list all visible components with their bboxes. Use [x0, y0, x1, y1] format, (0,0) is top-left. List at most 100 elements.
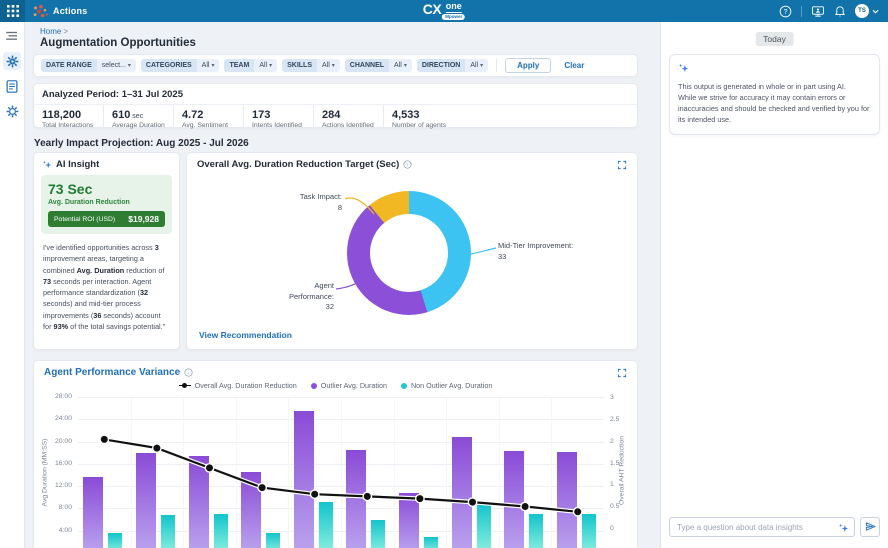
- stat-3: 173Intents Identified: [244, 105, 314, 129]
- ai-insight-title: AI Insight: [56, 159, 99, 170]
- divider: [801, 6, 802, 17]
- user-menu[interactable]: TS: [855, 4, 879, 18]
- info-icon[interactable]: i: [184, 368, 193, 377]
- donut-hole: [370, 214, 448, 292]
- sidebar-item-admin[interactable]: [3, 102, 21, 120]
- filter-skills[interactable]: SKILLSAll▾: [282, 59, 340, 72]
- roi-value: $19,928: [128, 214, 159, 224]
- disclaimer-line1: This output is generated in whole or in …: [678, 82, 871, 93]
- filter-value-dropdown[interactable]: select...▾: [97, 59, 136, 72]
- sidebar-item-settings-active[interactable]: [3, 52, 21, 70]
- app-menu-actions[interactable]: Actions: [32, 4, 87, 19]
- legend-item-2[interactable]: Non Outlier Avg. Duration: [401, 381, 492, 390]
- logo-badge: Mpower: [442, 14, 465, 20]
- breadcrumb-home-link[interactable]: Home: [40, 27, 61, 36]
- sidebar-item-menu[interactable]: [3, 27, 21, 45]
- ai-insight-body: I've identified opportunities across 3 i…: [34, 234, 179, 340]
- agent-assist-button[interactable]: [811, 5, 825, 18]
- info-icon[interactable]: i: [403, 160, 412, 169]
- disclaimer-line2: While we strive for accuracy it may cont…: [678, 93, 871, 126]
- filter-value-dropdown[interactable]: All▾: [389, 59, 412, 72]
- duration-reduction-label: Avg. Duration Reduction: [48, 199, 165, 206]
- y-right-tick: 1.5: [610, 460, 619, 467]
- page-title: Augmentation Opportunities: [40, 37, 196, 49]
- expand-button[interactable]: [617, 160, 627, 170]
- filter-date-range[interactable]: DATE RANGEselect...▾: [41, 59, 136, 72]
- svg-text:i: i: [188, 370, 189, 375]
- stat-value: 118,200: [42, 109, 99, 121]
- app-name-label: Actions: [53, 6, 87, 16]
- chevron-down-icon: ▾: [332, 62, 335, 69]
- filter-channel[interactable]: CHANNELAll▾: [345, 59, 412, 72]
- divider: [496, 59, 497, 72]
- stat-value: 173: [252, 109, 309, 121]
- legend-item-0[interactable]: Overall Avg. Duration Reduction: [179, 381, 297, 390]
- stat-0: 118,200Total Interactions: [34, 105, 104, 129]
- ai-sparkle-icon: [838, 521, 849, 539]
- variance-legend: Overall Avg. Duration Reduction Outlier A…: [34, 381, 637, 390]
- callout-value: 8: [285, 203, 342, 214]
- y-left-tick: 16:00: [42, 460, 72, 467]
- main-content: Home> Augmentation Opportunities DATE RA…: [25, 22, 660, 548]
- filter-value-dropdown[interactable]: All▾: [465, 59, 488, 72]
- stats-row: 118,200Total Interactions610 secAverage …: [34, 105, 637, 129]
- send-button[interactable]: [860, 517, 880, 537]
- grid-icon: [7, 5, 19, 17]
- ai-insight-card: AI Insight 73 Sec Avg. Duration Reductio…: [33, 152, 180, 350]
- filter-label: CHANNEL: [345, 59, 389, 72]
- help-button[interactable]: ?: [779, 5, 792, 18]
- ai-sparkle-icon: [678, 63, 689, 74]
- y-right-tick: 0.5: [610, 503, 619, 510]
- app-launcher-button[interactable]: [0, 0, 25, 22]
- stat-value: 610 sec: [112, 109, 169, 121]
- callout-mid-tier: Mid-Tier Improvement: 33: [498, 241, 573, 262]
- notifications-button[interactable]: [834, 5, 846, 18]
- filter-value-dropdown[interactable]: All▾: [197, 59, 220, 72]
- expand-button[interactable]: [617, 368, 627, 378]
- filter-team[interactable]: TEAMAll▾: [224, 59, 277, 72]
- legend-label: Overall Avg. Duration Reduction: [195, 381, 297, 390]
- stat-1: 610 secAverage Duration: [104, 105, 174, 129]
- help-icon: ?: [779, 5, 792, 18]
- chat-input[interactable]: [669, 517, 855, 537]
- y-left-tick: 28:00: [42, 393, 72, 400]
- duration-reduction-value: 73 Sec: [48, 181, 165, 197]
- donut-card-header: Overall Avg. Duration Reduction Target (…: [187, 153, 637, 170]
- ai-insight-header: AI Insight: [34, 153, 179, 175]
- stat-unit: sec: [130, 113, 143, 120]
- logo-one-text: one: [446, 2, 462, 13]
- stat-label: Number of agents: [392, 122, 446, 129]
- filter-bar: DATE RANGEselect...▾ CATEGORIESAll▾ TEAMAl…: [33, 54, 638, 77]
- callout-label: Mid-Tier Improvement:: [498, 241, 573, 250]
- monitor-icon: [811, 5, 825, 18]
- variance-plot: [78, 397, 604, 548]
- logo-cx-text: CX: [423, 2, 441, 16]
- breadcrumb-separator: >: [63, 27, 68, 36]
- callout-agent-performance: Agent Performance: 32: [272, 281, 334, 313]
- callout-task-impact: Task Impact: 8: [285, 192, 342, 213]
- svg-text:i: i: [407, 162, 408, 167]
- roi-label: Potential ROI (USD): [54, 216, 115, 223]
- variance-chart-title: Agent Performance Variance: [44, 367, 180, 378]
- section-title: Yearly Impact Projection: Aug 2025 - Jul…: [34, 138, 249, 149]
- stat-label: Average Duration: [112, 122, 169, 129]
- legend-item-1[interactable]: Outlier Avg. Duration: [311, 381, 387, 390]
- report-icon: [6, 80, 18, 93]
- stat-value: 4,533: [392, 109, 446, 121]
- stat-5: 4,533Number of agents: [384, 105, 450, 129]
- actions-logo-icon: [32, 4, 48, 19]
- chevron-down-icon: ▾: [480, 62, 483, 69]
- legend-dot-marker: [401, 383, 407, 389]
- clear-button[interactable]: Clear: [564, 61, 584, 70]
- send-icon: [865, 521, 876, 532]
- view-recommendation-link[interactable]: View Recommendation: [199, 330, 292, 340]
- filter-value-dropdown[interactable]: All▾: [317, 59, 340, 72]
- filter-categories[interactable]: CATEGORIESAll▾: [141, 59, 220, 72]
- sidebar-item-reports[interactable]: [3, 77, 21, 95]
- filter-value-dropdown[interactable]: All▾: [254, 59, 277, 72]
- legend-label: Non Outlier Avg. Duration: [411, 381, 492, 390]
- filter-direction[interactable]: DIRECTIONAll▾: [417, 59, 488, 72]
- apply-button[interactable]: Apply: [505, 58, 551, 73]
- chevron-down-icon: ▾: [128, 62, 131, 69]
- ai-insight-highlight: 73 Sec Avg. Duration Reduction Potential…: [41, 175, 172, 234]
